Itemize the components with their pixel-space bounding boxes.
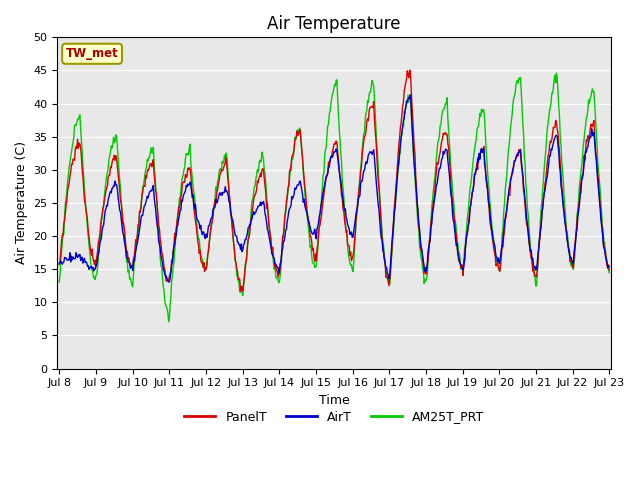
Legend: PanelT, AirT, AM25T_PRT: PanelT, AirT, AM25T_PRT	[179, 406, 489, 429]
Title: Air Temperature: Air Temperature	[268, 15, 401, 33]
Text: TW_met: TW_met	[66, 47, 118, 60]
X-axis label: Time: Time	[319, 394, 349, 407]
Y-axis label: Air Temperature (C): Air Temperature (C)	[15, 142, 28, 264]
